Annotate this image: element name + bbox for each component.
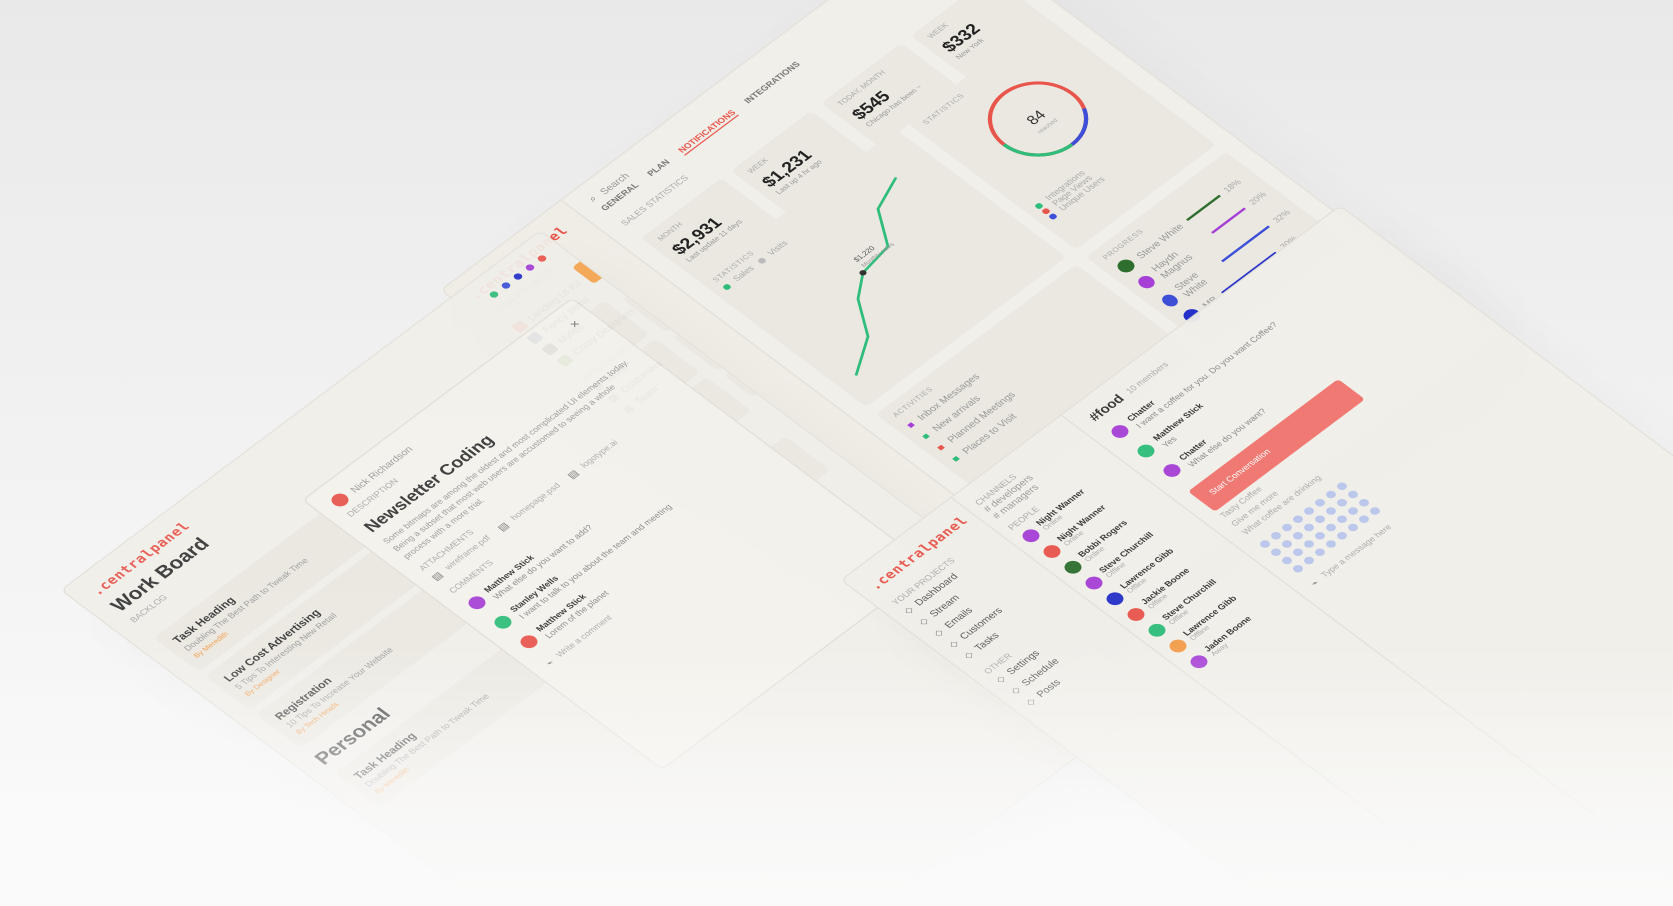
ring-segment-green [1002, 143, 1074, 157]
emoji-icon[interactable] [1280, 555, 1294, 566]
tooltip-point [859, 270, 867, 276]
member-pct: 20% [1247, 190, 1269, 207]
calendar-icon: ◇ [1008, 684, 1024, 697]
user-icon: ■ [919, 431, 933, 442]
emoji-icon[interactable] [1280, 538, 1294, 550]
ring-segment-blue [1070, 108, 1089, 146]
emoji-icon[interactable] [1335, 497, 1349, 508]
emoji-icon[interactable] [1335, 514, 1349, 525]
star-icon: ◇ [961, 649, 977, 661]
emoji-icon[interactable] [1258, 538, 1272, 550]
emoji-icon[interactable] [1302, 538, 1316, 550]
emoji-icon[interactable] [1302, 522, 1316, 533]
avatar [1081, 573, 1106, 592]
status-dot [535, 253, 548, 263]
progress-bar [1211, 207, 1246, 234]
status-dot [499, 280, 512, 290]
avatar [1018, 526, 1043, 545]
list-icon: ◇ [931, 627, 947, 639]
file-icon: ▤ [565, 468, 582, 481]
pencil-icon: ◇ [1023, 696, 1039, 708]
channel-title: #food [1086, 392, 1128, 424]
status-dot [487, 289, 500, 299]
ring-value: 84 [1023, 108, 1050, 128]
emoji-icon[interactable] [1313, 547, 1327, 558]
emoji-icon[interactable] [1302, 505, 1316, 517]
dashboard-screen: .centralpanel YOUR PROJECTS Landing UI K… [440, 0, 1500, 710]
emoji-icon[interactable] [1346, 522, 1360, 533]
avatar [1186, 652, 1211, 671]
avatar [1060, 557, 1085, 576]
paperclip-icon[interactable]: ⌁ [543, 657, 558, 669]
line-chart: $1,220 Monthly sales [851, 177, 898, 376]
avatar [1039, 542, 1064, 561]
emoji-icon[interactable] [1280, 522, 1294, 533]
emoji-icon[interactable] [1324, 489, 1338, 500]
close-icon[interactable]: ✕ [566, 318, 583, 330]
emoji-icon[interactable] [1291, 530, 1305, 541]
activity-label: Places to Visit [959, 411, 1019, 456]
emoji-icon[interactable] [1324, 505, 1338, 517]
dashboard-main: ⌕ Search GENERAL PLAN NOTIFICATIONS INTEGRA… [562, 0, 1498, 619]
calendar-icon: ■ [934, 442, 948, 453]
emoji-icon[interactable] [1324, 538, 1338, 550]
legend-swatch [1048, 212, 1058, 221]
member-pct: 18% [1222, 178, 1244, 194]
emoji-icon[interactable] [1291, 547, 1305, 558]
emoji-icon[interactable] [1324, 522, 1338, 533]
emoji-icon[interactable] [1357, 497, 1371, 508]
emoji-icon[interactable] [1302, 555, 1316, 566]
member-pct: 32% [1271, 208, 1293, 225]
emoji-icon[interactable] [1335, 481, 1349, 492]
status-dot [511, 271, 524, 281]
emoji-icon[interactable] [1291, 563, 1305, 574]
paperclip-icon[interactable]: ⌁ [1308, 577, 1322, 589]
line-chart-panel: STATISTICS Sales Visits $1,220 Monthly s… [696, 129, 1066, 407]
file-icon: ▤ [429, 570, 446, 583]
avatar [517, 633, 542, 652]
avatar [328, 491, 352, 509]
grid-icon: ◇ [916, 615, 932, 628]
ring-panel: STATISTICS 84 reached Integrations Page V… [906, 17, 1216, 250]
avatar [1165, 636, 1190, 655]
status-dot [523, 262, 536, 272]
file-icon: ▤ [495, 520, 512, 534]
avatar [1135, 273, 1158, 291]
avatar [1144, 620, 1169, 639]
emoji-icon[interactable] [1346, 489, 1360, 500]
emoji-icon[interactable] [1346, 505, 1360, 517]
avatar [1102, 589, 1127, 608]
avatar [1159, 292, 1181, 309]
avatar [1134, 442, 1158, 460]
send-icon: ◇ [901, 604, 917, 616]
emoji-icon[interactable] [1313, 530, 1327, 541]
emoji-icon[interactable] [1313, 497, 1327, 508]
pin-icon: ■ [949, 453, 963, 464]
avatar [465, 594, 490, 613]
emoji-icon[interactable] [1313, 514, 1327, 525]
emoji-icon[interactable] [1269, 547, 1283, 558]
avatar [1160, 461, 1184, 480]
avatar [1108, 422, 1132, 441]
avatar [491, 613, 516, 632]
search-icon: ⌕ [586, 193, 600, 204]
users-icon: ◇ [946, 638, 962, 650]
gear-icon: ◇ [993, 673, 1009, 685]
avatar [1123, 605, 1148, 624]
emoji-icon[interactable] [1335, 530, 1349, 541]
ring-chart: 84 reached [987, 81, 1089, 157]
emoji-icon[interactable] [1368, 505, 1382, 517]
avatar [1114, 257, 1138, 275]
emoji-icon[interactable] [1357, 514, 1371, 525]
emoji-icon[interactable] [1269, 530, 1283, 541]
mail-icon: ■ [904, 419, 918, 431]
emoji-icon[interactable] [1291, 514, 1305, 525]
